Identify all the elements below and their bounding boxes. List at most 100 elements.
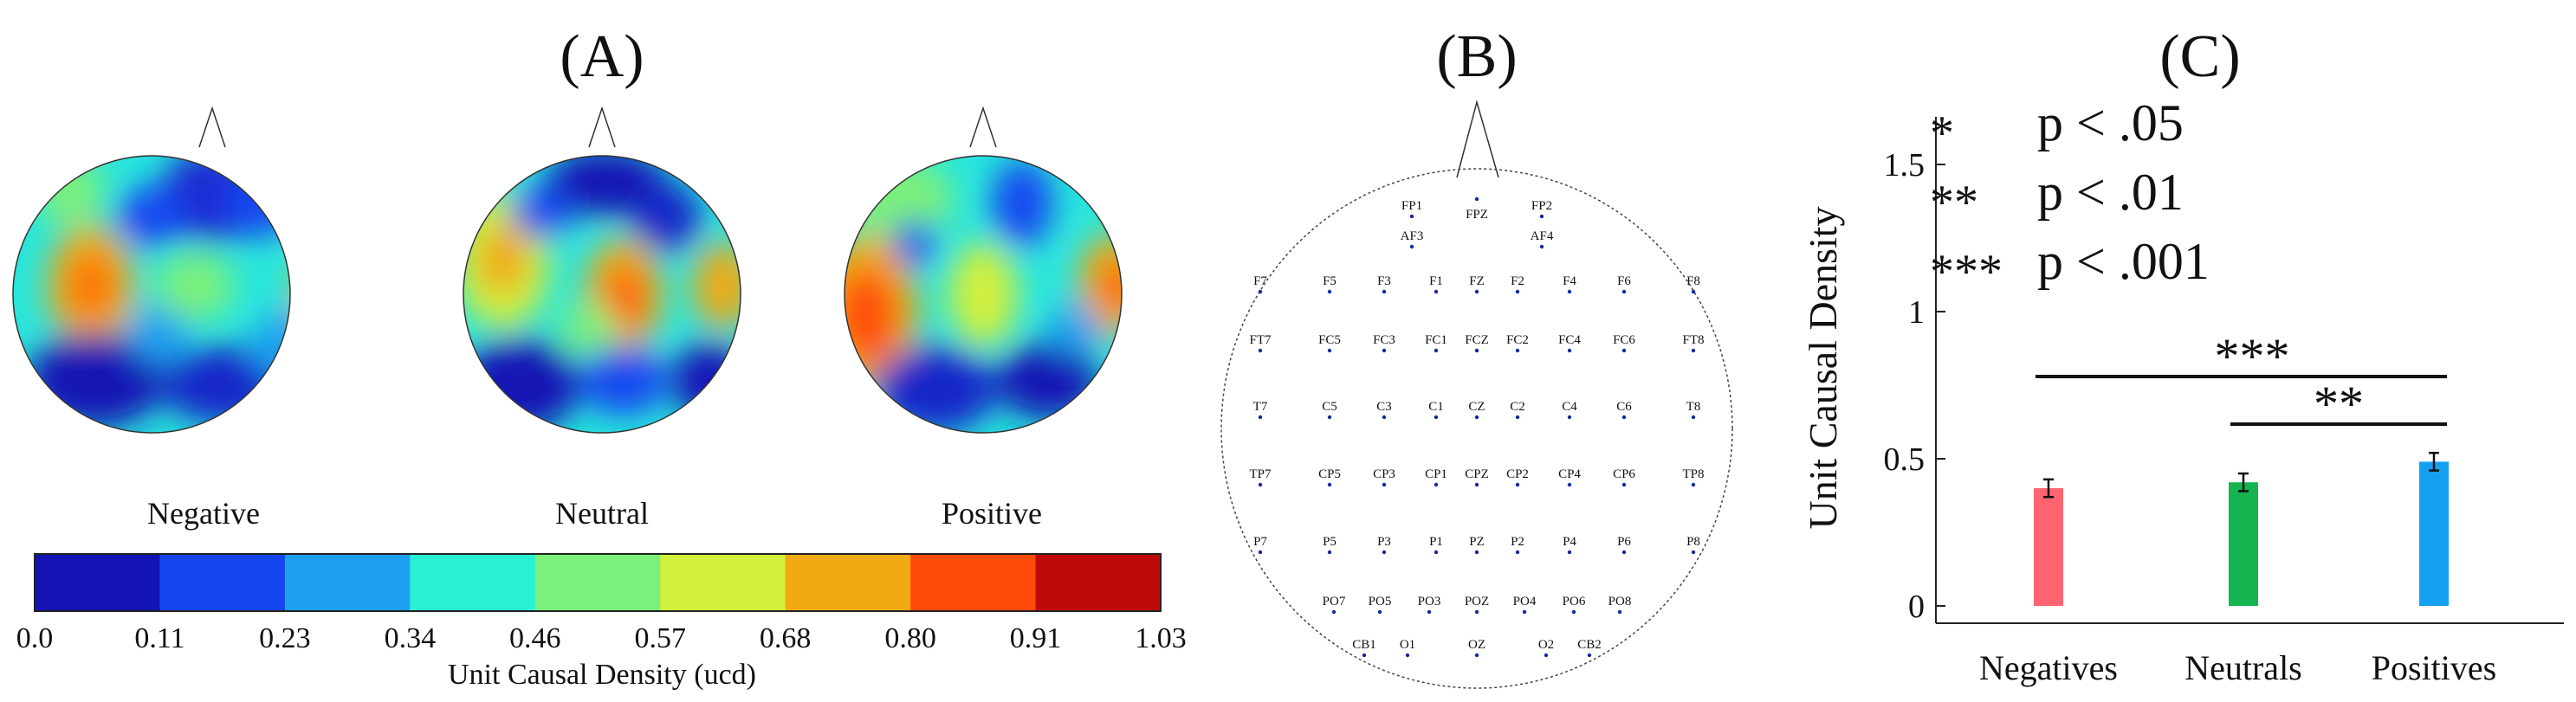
electrode-label: FPZ — [1466, 208, 1488, 222]
electrode-dot — [1691, 415, 1696, 420]
electrode-label: P6 — [1617, 535, 1631, 549]
electrode-label: F5 — [1323, 274, 1337, 288]
electrode-dot — [1327, 415, 1332, 420]
electrode-dot — [1691, 289, 1696, 294]
y-tick-label: 1.5 — [1884, 147, 1926, 184]
electrode-label: CP1 — [1425, 467, 1447, 481]
colorbar-tick-label: 0.91 — [1010, 622, 1062, 654]
electrode-label: TP8 — [1682, 467, 1704, 481]
electrode-dot — [1258, 415, 1263, 420]
y-tick-label: 1 — [1908, 294, 1925, 331]
colorbar-segment — [785, 554, 911, 611]
colorbar-segment — [35, 554, 160, 611]
electrode-dot — [1258, 482, 1263, 487]
electrode-label: FC6 — [1613, 333, 1635, 347]
topomap-label-negative: Negative — [147, 496, 260, 531]
colorbar-segment — [910, 554, 1037, 611]
electrode-dot — [1567, 415, 1572, 420]
colorbar-segment — [660, 554, 786, 611]
electrode-dot — [1567, 289, 1572, 294]
electrode-label: CP3 — [1373, 467, 1395, 481]
electrode-label: FC2 — [1506, 333, 1529, 347]
nose-negative — [198, 106, 226, 148]
x-tick-label: Neutrals — [2184, 648, 2302, 687]
colorbar-tick-label: 0.34 — [385, 622, 437, 654]
electrode-dot — [1258, 550, 1263, 555]
topomap-negative — [12, 106, 291, 434]
significance-stars: *** — [2215, 328, 2290, 384]
electrode-dot — [1539, 244, 1544, 249]
electrode-label: P1 — [1429, 535, 1443, 549]
electrode-label: POZ — [1465, 595, 1489, 609]
electrode-label: TP7 — [1249, 467, 1272, 481]
electrode-label: PO6 — [1563, 595, 1586, 609]
electrode-label: CB1 — [1352, 638, 1376, 652]
electrode-dot — [1621, 482, 1627, 487]
electrode-label: FC5 — [1318, 333, 1341, 347]
electrode-dot — [1539, 214, 1544, 219]
y-tick-label: 0 — [1908, 589, 1925, 625]
electrode-label: C1 — [1428, 400, 1444, 414]
electrode-label: FCZ — [1465, 333, 1489, 347]
electrode-label: P7 — [1253, 535, 1267, 549]
electrode-dot — [1382, 415, 1387, 420]
colorbar-label: Unit Causal Density (ucd) — [448, 659, 756, 691]
electrode-label: PO5 — [1369, 595, 1392, 609]
electrode-dot — [1587, 653, 1592, 658]
electrode-dot — [1405, 653, 1410, 658]
electrode-label: P2 — [1511, 535, 1524, 549]
topomap-label-neutral: Neutral — [555, 496, 649, 531]
electrode-dot — [1327, 550, 1332, 555]
bar-neutrals — [2229, 482, 2258, 606]
electrode-dot — [1621, 289, 1627, 294]
electrode-label: CP6 — [1613, 467, 1635, 481]
electrode-dot — [1571, 609, 1576, 615]
electrode-dot — [1515, 289, 1520, 294]
topomap-neutral — [463, 106, 741, 434]
electrode-dot — [1409, 244, 1414, 249]
colorbar: 0.0 0.11 0.23 0.34 0.46 0.57 0.68 0.80 0.91 1.03 — [16, 553, 1187, 654]
electrode-label: P3 — [1377, 535, 1391, 549]
electrode-label: FT7 — [1249, 333, 1272, 347]
colorbar-border — [34, 553, 1162, 612]
panel-label-c: (C) — [2159, 23, 2240, 90]
colorbar-segment — [534, 554, 661, 611]
significance-stars: ** — [2314, 376, 2364, 432]
electrode-label: F8 — [1686, 274, 1700, 288]
electrode-dot — [1327, 482, 1332, 487]
electrode-dot — [1434, 415, 1439, 420]
electrode-label: T8 — [1686, 400, 1701, 414]
legend-text: p < .001 — [2037, 233, 2210, 290]
colorbar-tick-label: 0.23 — [259, 622, 311, 654]
electrode-label: CP2 — [1506, 467, 1529, 481]
electrode-label: T7 — [1253, 400, 1268, 414]
electrode-dot — [1427, 609, 1432, 615]
electrode-label: PO7 — [1323, 595, 1346, 609]
electrode-label: P5 — [1323, 535, 1337, 549]
electrode-dot — [1434, 482, 1439, 487]
electrode-dot — [1327, 289, 1332, 294]
electrode-dot — [1691, 550, 1696, 555]
electrode-label: FP1 — [1401, 199, 1422, 213]
electrode-dot — [1474, 653, 1479, 658]
electrode-dot — [1474, 609, 1479, 615]
colorbar-segment — [1035, 554, 1162, 611]
electrode-label: OZ — [1468, 638, 1485, 652]
electrode-label: F4 — [1563, 274, 1576, 288]
electrode-label: F7 — [1253, 274, 1267, 288]
electrode-dot — [1434, 550, 1439, 555]
bar-positives — [2419, 461, 2449, 606]
legend-stars: ** — [1930, 176, 1978, 229]
electrode-dot — [1382, 348, 1387, 353]
electrode-dot — [1377, 609, 1382, 615]
electrode-dot — [1621, 550, 1627, 555]
electrode-dot — [1515, 482, 1520, 487]
colorbar-tick-label: 0.80 — [884, 622, 936, 654]
electrode-dot — [1691, 348, 1696, 353]
electrode-label: CP5 — [1318, 467, 1341, 481]
electrode-dot — [1567, 482, 1572, 487]
electrode-dot — [1515, 348, 1520, 353]
electrode-head-outline — [1220, 168, 1733, 689]
x-tick-label: Positives — [2372, 648, 2496, 687]
